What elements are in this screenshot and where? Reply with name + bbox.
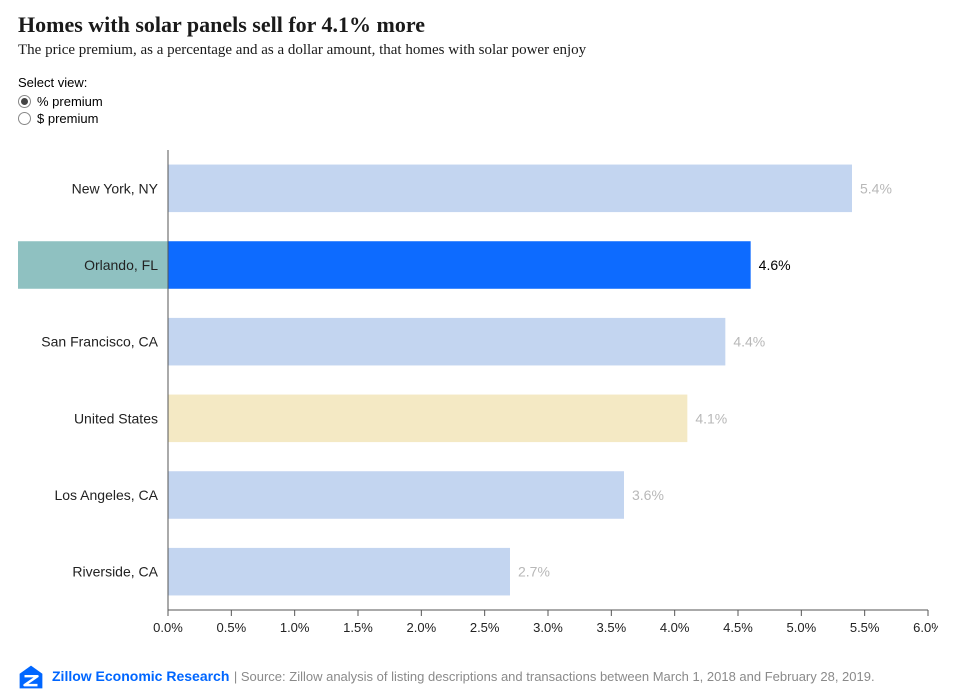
bar	[168, 548, 510, 596]
bar-value-label: 4.4%	[733, 334, 765, 350]
category-label: Riverside, CA	[72, 564, 158, 580]
footer-source: | Source: Zillow analysis of listing des…	[234, 669, 875, 684]
bar-value-label: 2.7%	[518, 564, 550, 580]
bar	[168, 471, 624, 519]
premium-bar-chart: New York, NY 5.4% Orlando, FL 4.6% San Franc…	[18, 140, 938, 660]
bar	[168, 165, 852, 213]
footer-brand: Zillow Economic Research	[52, 668, 229, 684]
radio-icon	[18, 95, 31, 108]
page-title: Homes with solar panels sell for 4.1% mo…	[18, 12, 942, 38]
bar	[168, 395, 687, 443]
bar-value-label: 5.4%	[860, 180, 892, 196]
bar-value-label: 4.1%	[695, 410, 727, 426]
x-tick-label: 2.0%	[407, 620, 437, 635]
view-selector: Select view: % premium $ premium	[18, 75, 942, 126]
page-subtitle: The price premium, as a percentage and a…	[18, 42, 942, 59]
view-option--premium[interactable]: % premium	[18, 94, 942, 109]
x-tick-label: 4.5%	[723, 620, 753, 635]
bar	[168, 241, 751, 289]
category-label: Orlando, FL	[84, 257, 158, 273]
bar	[168, 318, 725, 366]
bar-value-label: 3.6%	[632, 487, 664, 503]
x-tick-label: 2.5%	[470, 620, 500, 635]
x-tick-label: 0.5%	[217, 620, 247, 635]
x-tick-label: 5.0%	[787, 620, 817, 635]
category-label: United States	[74, 410, 158, 426]
x-tick-label: 3.0%	[533, 620, 563, 635]
x-tick-label: 1.5%	[343, 620, 373, 635]
view-selector-label: Select view:	[18, 75, 942, 90]
footer: Zillow Economic Research | Source: Zillo…	[18, 664, 875, 690]
category-label: Los Angeles, CA	[54, 487, 158, 503]
x-tick-label: 1.0%	[280, 620, 310, 635]
view-option-label: $ premium	[37, 111, 98, 126]
chart-svg: New York, NY 5.4% Orlando, FL 4.6% San Franc…	[18, 140, 938, 650]
zillow-logo-icon	[18, 664, 44, 690]
view-option--premium[interactable]: $ premium	[18, 111, 942, 126]
x-tick-label: 0.0%	[153, 620, 183, 635]
x-tick-label: 6.0%	[913, 620, 938, 635]
category-label: New York, NY	[72, 180, 159, 196]
x-tick-label: 3.5%	[597, 620, 627, 635]
x-tick-label: 4.0%	[660, 620, 690, 635]
bar-value-label: 4.6%	[759, 257, 791, 273]
category-label: San Francisco, CA	[41, 334, 158, 350]
view-option-label: % premium	[37, 94, 103, 109]
radio-icon	[18, 112, 31, 125]
x-tick-label: 5.5%	[850, 620, 880, 635]
